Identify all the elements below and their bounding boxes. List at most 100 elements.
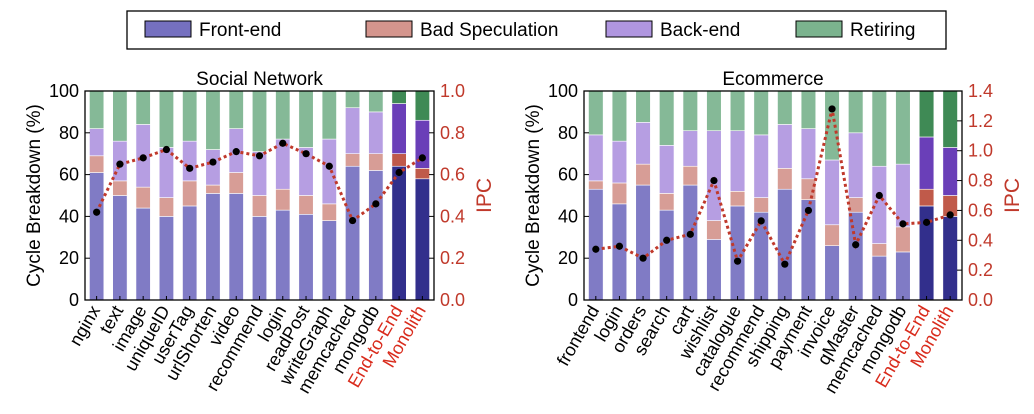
bar-bad-speculation-text [112,180,128,196]
y-tick-label: 100 [49,81,79,101]
bar-back-end-login [611,140,628,184]
ipc-point-nginx [93,208,101,216]
y2-tick-label: 0.2 [440,248,465,268]
bar-front-end-monolith [942,216,958,301]
legend-swatch-retiring [795,20,843,38]
bar-bad-speculation-cart [682,165,698,186]
bar-retiring-mongodb [368,90,384,113]
bar-back-end-qmaster [848,132,864,198]
bar-back-end-payment [800,128,817,180]
y2-axis-label: IPC [473,178,496,213]
bar-front-end-video [228,193,244,301]
legend-label-bad-speculation: Bad Speculation [420,20,558,41]
bar-bad-speculation-readpost [298,195,314,215]
ipc-point-recommend [757,217,765,225]
y-tick-label: 40 [59,206,79,226]
bar-front-end-frontend [588,188,604,301]
bar-retiring-mongodb [895,90,911,165]
legend: Front-end Bad Speculation Back-end Retiring [126,10,947,50]
bar-bad-speculation-nginx [89,155,105,173]
bar-retiring-qmaster [848,90,864,134]
bar-back-end-usertag [182,140,198,182]
bar-retiring-catalogue [729,90,746,132]
bar-back-end-end-to-end [918,136,935,190]
bar-retiring-text [112,90,128,142]
y-tick-label: 60 [558,165,578,185]
ipc-point-usertag [186,164,194,172]
bar-bad-speculation-invoice [824,224,840,246]
ipc-point-readpost [302,150,310,158]
legend-swatch-bad-speculation [365,20,413,38]
bar-bad-speculation-writegraph [321,203,337,221]
bar-front-end-catalogue [729,205,746,301]
y-tick-label: 40 [558,206,578,226]
bar-front-end-login [275,209,291,301]
bar-retiring-payment [800,90,817,129]
ipc-point-wishlist [710,176,718,185]
y-tick-label: 100 [548,81,578,101]
ipc-point-memcached [875,191,883,200]
bar-retiring-end-to-end [391,90,407,104]
bar-front-end-urlshorten [205,193,221,301]
bar-retiring-uniqueid [158,90,174,148]
bar-retiring-image [135,90,151,125]
bar-front-end-readpost [298,214,314,301]
ipc-point-writegraph [325,162,333,170]
bar-front-end-image [135,207,151,301]
bar-back-end-mongodb [368,111,384,155]
bar-retiring-video [228,90,244,129]
bar-bad-speculation-memcached [345,153,361,167]
bar-front-end-end-to-end [391,165,407,301]
bar-front-end-payment [800,199,817,301]
y-tick-label: 60 [59,165,79,185]
bar-bad-speculation-payment [800,178,817,200]
legend-label-retiring: Retiring [850,20,915,41]
y2-tick-label: 0.8 [440,123,465,143]
ipc-point-image [139,154,147,162]
ipc-point-catalogue [733,257,742,265]
bar-retiring-wishlist [706,90,722,132]
bar-back-end-recommend [753,134,769,198]
bar-front-end-login [611,203,628,301]
bar-retiring-frontend [588,90,604,136]
bar-bad-speculation-wishlist [706,220,722,240]
bar-bad-speculation-orders [635,163,651,186]
bar-front-end-writegraph [321,220,337,301]
bar-retiring-recommend [753,90,769,136]
bar-front-end-uniqueid [158,216,174,301]
bar-bad-speculation-mongodb [895,226,911,253]
bar-retiring-writegraph [321,90,337,140]
plot-frame [583,90,963,301]
y2-tick-label: 1.2 [968,111,993,131]
bar-front-end-memcached [345,165,361,301]
ipc-point-frontend [592,245,600,253]
bar-retiring-cart [682,90,698,132]
bar-front-end-orders [635,184,651,301]
y-axis-label: Cycle Breakdown (%) [24,104,45,287]
bar-retiring-end-to-end [918,90,935,138]
bar-back-end-end-to-end [391,103,407,155]
bar-front-end-mongodb [368,170,384,301]
y-tick-label: 80 [59,123,79,143]
ipc-point-monolith [418,154,426,162]
bar-back-end-wishlist [706,130,722,221]
bar-back-end-invoice [824,159,840,226]
y2-tick-label: 0.6 [440,165,465,185]
bar-bad-speculation-image [135,186,151,209]
bar-bad-speculation-login [275,188,291,211]
legend-label-front-end: Front-end [199,20,281,41]
y2-tick-label: 0.0 [440,290,465,310]
bar-retiring-urlshorten [205,90,221,150]
bar-retiring-readpost [298,90,314,148]
ipc-point-end-to-end [922,218,931,226]
bar-retiring-login [275,90,291,140]
bar-front-end-qmaster [848,211,864,301]
bar-front-end-memcached [871,255,887,301]
bar-back-end-writegraph [321,138,337,205]
ipc-point-memcached [348,216,357,225]
ipc-line [595,108,951,268]
y2-tick-label: 0.4 [440,206,465,226]
bar-retiring-nginx [89,90,105,129]
bar-back-end-urlshorten [205,149,221,186]
y2-tick-label: 0.2 [968,260,993,280]
